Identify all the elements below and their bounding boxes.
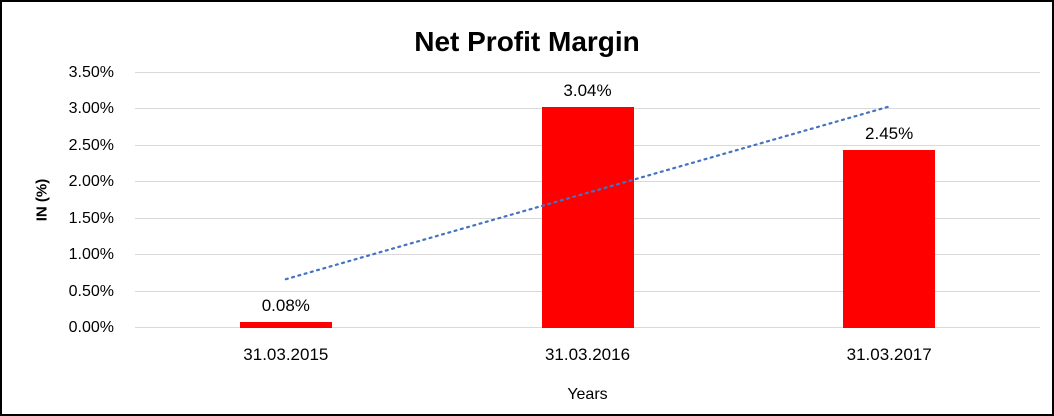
y-tick-label: 0.50%: [68, 282, 114, 300]
x-tick-label: 31.03.2015: [243, 345, 329, 364]
y-tick-label: 2.00%: [68, 173, 114, 191]
y-tick-label: 3.50%: [68, 64, 114, 81]
y-tick-label: 2.50%: [68, 136, 114, 154]
x-tick-label: 31.03.2017: [846, 345, 932, 364]
y-tick-label: 0.00%: [68, 319, 114, 336]
y-tick-label: 1.50%: [68, 209, 114, 227]
x-axis-tick-labels: 31.03.2015 31.03.2016 31.03.2017: [135, 346, 1040, 368]
bar: [843, 149, 936, 328]
y-tick-label: 1.00%: [68, 246, 114, 264]
bar: [239, 322, 332, 328]
y-axis-tick-labels: 0.00% 0.50% 1.00% 1.50% 2.00% 2.50% 3.00% 3.50%: [2, 65, 124, 336]
chart-title: Net Profit Margin: [414, 26, 640, 57]
gridline: [135, 72, 1040, 73]
x-axis-title: Years: [567, 386, 608, 403]
plot-area: 0.08% 3.04% 2.45%: [135, 72, 1040, 328]
x-tick-label: 31.03.2016: [544, 345, 631, 364]
bar-data-label: 3.04%: [563, 80, 612, 100]
bar-data-label: 0.08%: [261, 296, 310, 316]
y-tick-label: 3.00%: [68, 100, 114, 118]
bar: [541, 106, 634, 328]
bar-data-label: 2.45%: [865, 123, 914, 143]
